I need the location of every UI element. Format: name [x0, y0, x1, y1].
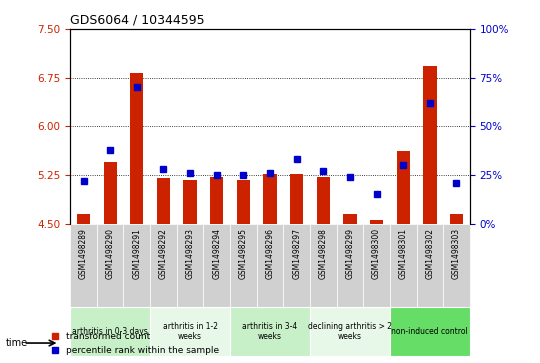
FancyBboxPatch shape: [230, 307, 310, 356]
Bar: [290, 174, 303, 224]
Text: arthritis in 3-4
weeks: arthritis in 3-4 weeks: [242, 322, 298, 341]
Text: GSM1498291: GSM1498291: [132, 228, 141, 279]
FancyBboxPatch shape: [256, 224, 284, 307]
Text: GSM1498296: GSM1498296: [266, 228, 274, 279]
Text: arthritis in 1-2
weeks: arthritis in 1-2 weeks: [163, 322, 218, 341]
FancyBboxPatch shape: [177, 224, 204, 307]
Text: arthritis in 0-3 days: arthritis in 0-3 days: [72, 327, 148, 336]
Text: declining arthritis > 2
weeks: declining arthritis > 2 weeks: [308, 322, 392, 341]
FancyBboxPatch shape: [390, 224, 416, 307]
Text: GSM1498295: GSM1498295: [239, 228, 248, 279]
Text: GSM1498299: GSM1498299: [346, 228, 354, 279]
FancyBboxPatch shape: [284, 224, 310, 307]
Bar: [157, 178, 170, 224]
Bar: [210, 177, 224, 224]
FancyBboxPatch shape: [70, 307, 150, 356]
FancyBboxPatch shape: [150, 307, 230, 356]
Text: GSM1498298: GSM1498298: [319, 228, 328, 279]
Legend: transformed count, percentile rank within the sample: transformed count, percentile rank withi…: [48, 329, 222, 359]
Bar: [264, 174, 276, 224]
Bar: [370, 220, 383, 224]
Bar: [316, 177, 330, 224]
Text: GSM1498292: GSM1498292: [159, 228, 168, 279]
FancyBboxPatch shape: [150, 224, 177, 307]
Bar: [450, 214, 463, 224]
FancyBboxPatch shape: [416, 224, 443, 307]
FancyBboxPatch shape: [70, 224, 97, 307]
Bar: [343, 214, 356, 224]
Bar: [423, 66, 436, 224]
Text: non-induced control: non-induced control: [392, 327, 468, 336]
Bar: [104, 162, 117, 224]
Text: GSM1498297: GSM1498297: [292, 228, 301, 279]
Text: GSM1498293: GSM1498293: [186, 228, 194, 279]
FancyBboxPatch shape: [336, 224, 363, 307]
FancyBboxPatch shape: [310, 224, 336, 307]
Text: GSM1498302: GSM1498302: [426, 228, 434, 279]
FancyBboxPatch shape: [310, 307, 390, 356]
Bar: [396, 151, 410, 224]
Text: GSM1498294: GSM1498294: [212, 228, 221, 279]
FancyBboxPatch shape: [443, 224, 470, 307]
FancyBboxPatch shape: [363, 224, 390, 307]
Text: GSM1498289: GSM1498289: [79, 228, 88, 279]
FancyBboxPatch shape: [390, 307, 470, 356]
Bar: [184, 180, 197, 224]
Text: GSM1498300: GSM1498300: [372, 228, 381, 279]
Text: GSM1498303: GSM1498303: [452, 228, 461, 279]
Text: GDS6064 / 10344595: GDS6064 / 10344595: [70, 13, 205, 26]
FancyBboxPatch shape: [97, 224, 124, 307]
Bar: [77, 214, 90, 224]
Text: time: time: [5, 338, 28, 348]
FancyBboxPatch shape: [124, 224, 150, 307]
FancyBboxPatch shape: [204, 224, 230, 307]
Bar: [130, 73, 144, 224]
Text: GSM1498290: GSM1498290: [106, 228, 114, 279]
Bar: [237, 180, 250, 224]
Text: GSM1498301: GSM1498301: [399, 228, 408, 279]
FancyBboxPatch shape: [230, 224, 256, 307]
